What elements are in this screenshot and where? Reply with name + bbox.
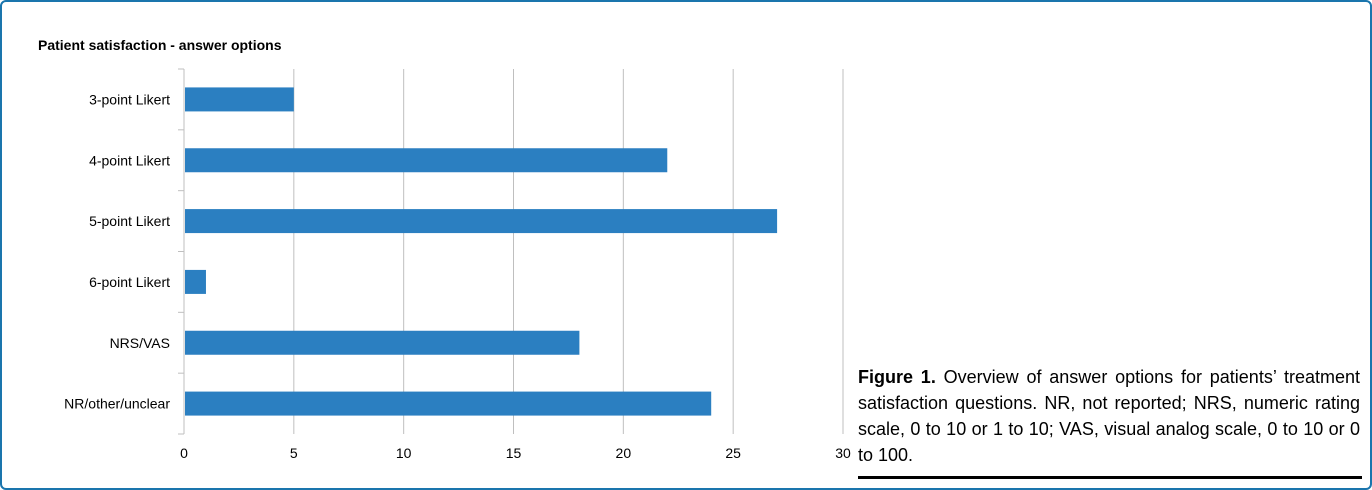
bar bbox=[185, 330, 580, 355]
x-tick-label: 10 bbox=[396, 445, 412, 461]
caption-text: Overview of answer options for patients’… bbox=[858, 367, 1360, 465]
grid-lines bbox=[293, 69, 844, 434]
bar bbox=[185, 148, 668, 173]
bars bbox=[185, 87, 778, 416]
figure-caption: Figure 1. Overview of answer options for… bbox=[858, 364, 1360, 468]
x-tick-label: 5 bbox=[290, 445, 298, 461]
bar bbox=[185, 391, 712, 416]
category-label: 6-point Likert bbox=[89, 274, 170, 290]
x-tick-label: 15 bbox=[506, 445, 522, 461]
category-label: 5-point Likert bbox=[89, 213, 170, 229]
labels: 0 5 10 15 20 25 30 3-point Likert 4-point Likert… bbox=[64, 91, 851, 461]
bar bbox=[185, 209, 778, 234]
x-tick-label: 20 bbox=[616, 445, 632, 461]
bar bbox=[185, 269, 206, 294]
category-label: 4-point Likert bbox=[89, 152, 170, 168]
axes bbox=[178, 68, 185, 435]
x-tick-label: 0 bbox=[180, 445, 188, 461]
figure-label: Figure 1. bbox=[858, 367, 936, 387]
caption-rule bbox=[858, 476, 1362, 479]
category-label: NRS/VAS bbox=[110, 335, 170, 351]
bar-chart: 0 5 10 15 20 25 30 3-point Likert 4-point Likert… bbox=[64, 68, 851, 461]
category-label: 3-point Likert bbox=[89, 91, 170, 107]
chart-title: Patient satisfaction - answer options bbox=[38, 37, 282, 53]
x-tick-label: 25 bbox=[725, 445, 741, 461]
bar bbox=[185, 87, 294, 112]
x-tick-label: 30 bbox=[835, 445, 851, 461]
category-label: NR/other/unclear bbox=[64, 396, 170, 412]
